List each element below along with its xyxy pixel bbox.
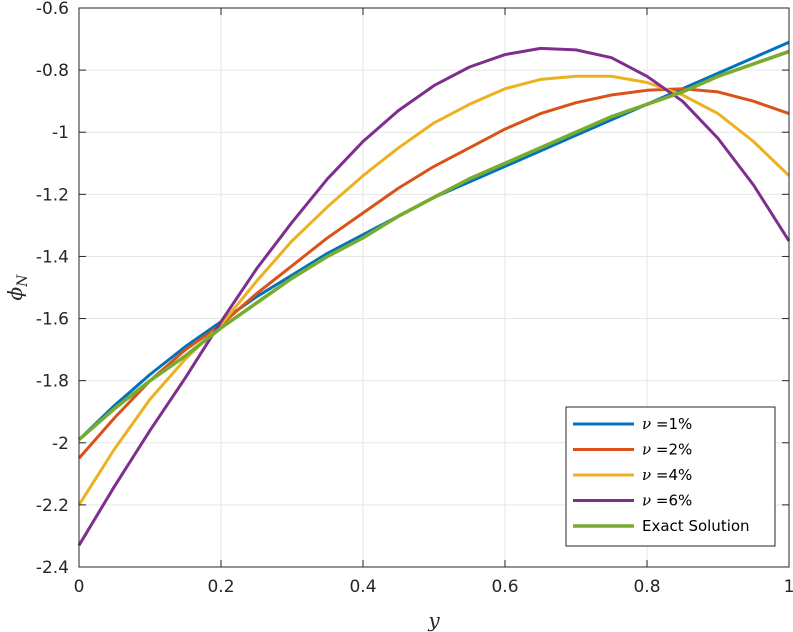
- plot-frame: [78, 7, 790, 568]
- x-tick-label: 0.2: [207, 577, 234, 597]
- legend-entry: ν =1%: [642, 415, 692, 433]
- legend-entry: ν =4%: [642, 466, 692, 484]
- series-line-nu-2: [77, 87, 790, 460]
- svg-text:ϕN: ϕN: [3, 274, 31, 301]
- legend-entry: Exact Solution: [642, 517, 750, 535]
- legend-entry-symbol: ν: [642, 441, 656, 459]
- x-tick-label: 1: [784, 577, 793, 597]
- legend: ν =1%ν =2%ν =4%ν =6%Exact Solution: [565, 406, 776, 547]
- series-line-nu-6: [77, 46, 791, 547]
- y-axis-label-subscript: N: [15, 274, 31, 288]
- legend-entry-symbol: ν: [642, 415, 656, 433]
- x-tick-label: 0: [74, 577, 85, 597]
- legend-entry-label: =6%: [656, 492, 692, 510]
- series-line-exact-solution: [77, 49, 790, 442]
- y-tick-label: -1.4: [36, 247, 69, 267]
- y-axis-label-main: ϕ: [3, 286, 27, 300]
- legend-entry-symbol: ν: [642, 466, 656, 484]
- legend-entry-symbol: ν: [642, 492, 656, 510]
- y-tick-label: -1: [52, 123, 69, 143]
- x-axis-label: y: [427, 608, 440, 632]
- y-tick-label: -0.6: [36, 0, 69, 19]
- legend-entry-label: =1%: [656, 415, 692, 433]
- y-tick-label: -1.8: [36, 372, 69, 392]
- y-tick-label: -2.2: [36, 496, 69, 516]
- x-tick-label: 0.8: [633, 577, 660, 597]
- y-tick-label: -2: [52, 434, 69, 454]
- grid: [78, 7, 790, 568]
- y-tick-label: -0.8: [36, 61, 69, 81]
- legend-entry: ν =2%: [642, 441, 692, 459]
- legend-entry-label: Exact Solution: [642, 517, 750, 535]
- ticks: 0 0.2 0.4 0.6 0.8 1 -2.4 -2.2 -2 -1.8 -1.6 -1.4 -1.2…: [36, 0, 793, 597]
- x-tick-label: 0.6: [491, 577, 518, 597]
- series-layer: [77, 40, 791, 547]
- y-tick-label: -2.4: [36, 558, 69, 578]
- legend-entry: ν =6%: [642, 492, 692, 510]
- y-tick-label: -1.2: [36, 185, 69, 205]
- x-tick-label: 0.4: [349, 577, 376, 597]
- legend-entry-label: =4%: [656, 466, 692, 484]
- y-tick-label: -1.6: [36, 310, 69, 330]
- legend-entry-label: =2%: [656, 441, 692, 459]
- y-axis-label: ϕN: [3, 274, 31, 301]
